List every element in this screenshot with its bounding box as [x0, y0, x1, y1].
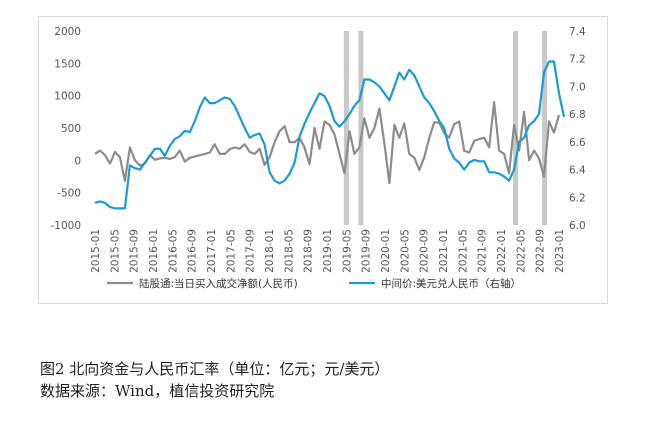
- series-line-northbound: [94, 100, 561, 185]
- left-axis-tick-label: 1500: [54, 58, 81, 70]
- x-axis-tick-label: 2018-05: [283, 229, 295, 273]
- shaded-band: [358, 31, 364, 225]
- x-axis-tick-label: 2021-05: [457, 229, 469, 273]
- x-axis-tick-label: 2018-09: [303, 229, 315, 273]
- left-axis-tick-label: 1000: [54, 91, 81, 103]
- x-axis-tick-label: 2022-09: [535, 229, 547, 273]
- right-axis-tick-label: 6.2: [569, 192, 586, 204]
- x-axis-tick-label: 2020-09: [419, 229, 431, 273]
- x-axis-tick-label: 2017-01: [206, 229, 218, 273]
- left-axis-tick-label: -1000: [50, 220, 81, 232]
- legend-label: 中间价:美元兑人民币（右轴）: [381, 277, 521, 290]
- x-axis-tick-label: 2023-01: [554, 229, 566, 273]
- legend-label: 陆股通:当日买入成交净额(人民币): [139, 277, 298, 290]
- x-axis-tick-label: 2015-05: [109, 229, 121, 273]
- right-axis-tick-label: 7.4: [569, 26, 586, 38]
- x-axis-tick-label: 2015-09: [129, 229, 141, 273]
- x-axis-tick-label: 2016-09: [187, 229, 199, 273]
- right-axis-tick-label: 6.6: [569, 137, 586, 149]
- right-axis-tick-label: 7.2: [569, 54, 586, 66]
- x-axis-tick-label: 2021-01: [438, 229, 450, 273]
- x-axis-tick-label: 2016-01: [148, 229, 160, 273]
- chart-panel: -1000 -500 0 500 1000 1500 2000 6.0 6.2 6.4 6.6 6.…: [38, 16, 608, 304]
- shaded-band: [343, 31, 349, 225]
- x-axis-tick-label: 2022-05: [515, 229, 527, 273]
- x-axis-tick-label: 2022-01: [496, 229, 508, 273]
- right-axis-tick-label: 6.8: [569, 109, 586, 121]
- line-chart: -1000 -500 0 500 1000 1500 2000 6.0 6.2 6.4 6.6 6.…: [50, 26, 586, 290]
- x-axis-tick-label: 2019-09: [361, 229, 373, 273]
- right-axis-tick-label: 6.0: [569, 220, 586, 232]
- x-axis-tick-label: 2018-01: [264, 229, 276, 273]
- x-axis-tick-label: 2021-09: [477, 229, 489, 273]
- series-line-usdcny: [94, 60, 566, 210]
- x-axis-tick-label: 2017-05: [225, 229, 237, 273]
- left-axis-tick-label: 2000: [54, 26, 81, 38]
- right-axis-tick-label: 6.4: [569, 165, 586, 177]
- shaded-band: [542, 31, 548, 225]
- x-axis-tick-label: 2019-05: [341, 229, 353, 273]
- left-axis-tick-label: 500: [61, 123, 81, 135]
- caption-title: 图2 北向资金与人民币汇率（单位：亿元；元/美元）: [40, 360, 390, 378]
- x-axis-tick-label: 2016-05: [167, 229, 179, 273]
- right-axis-tick-label: 7.0: [569, 81, 586, 93]
- x-axis-tick-label: 2019-01: [322, 229, 334, 273]
- x-axis-tick-label: 2020-05: [399, 229, 411, 273]
- left-axis-tick-label: -500: [57, 188, 81, 200]
- x-axis-tick-label: 2017-09: [245, 229, 257, 273]
- figure-caption: 图2 北向资金与人民币汇率（单位：亿元；元/美元） 数据来源：Wind，植信投资…: [40, 358, 389, 402]
- x-axis-tick-label: 2015-01: [90, 229, 102, 273]
- caption-source: 数据来源：Wind，植信投资研究院: [40, 382, 275, 400]
- left-axis-tick-label: 0: [74, 155, 81, 167]
- x-axis-tick-label: 2020-01: [380, 229, 392, 273]
